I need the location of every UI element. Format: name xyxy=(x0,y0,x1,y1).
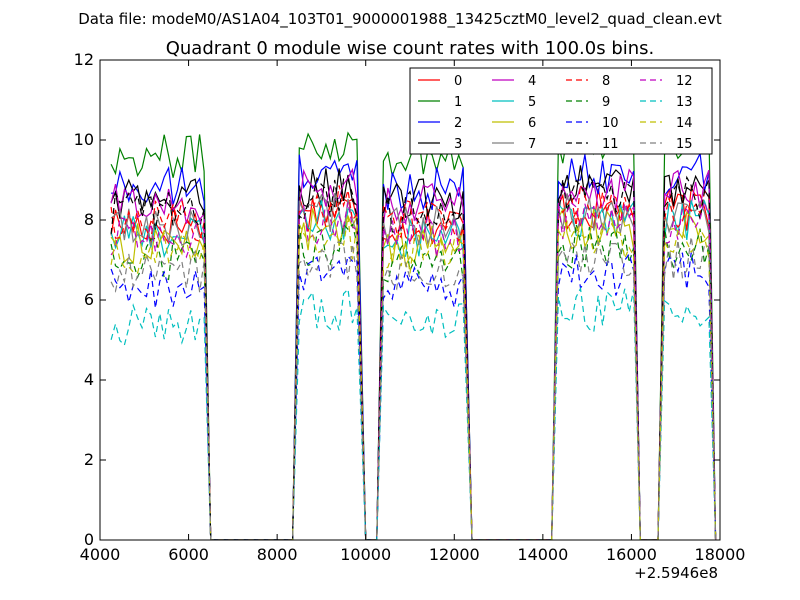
series-line-9 xyxy=(110,223,717,540)
legend-label-8: 8 xyxy=(602,74,610,89)
series-line-13 xyxy=(110,286,717,540)
legend-label-2: 2 xyxy=(454,116,462,131)
series-line-8 xyxy=(110,184,717,540)
legend-label-9: 9 xyxy=(602,95,610,110)
x-tick-label: 8000 xyxy=(257,545,298,564)
legend-label-15: 15 xyxy=(676,137,693,152)
series-line-12 xyxy=(110,199,717,540)
legend-label-10: 10 xyxy=(602,116,619,131)
legend-label-0: 0 xyxy=(454,74,462,89)
series-line-7 xyxy=(110,193,717,540)
x-tick-label: 16000 xyxy=(606,545,657,564)
y-tick-label: 0 xyxy=(84,530,94,549)
series-line-2 xyxy=(111,151,717,540)
series-line-15 xyxy=(110,236,717,540)
x-tick-label: 6000 xyxy=(168,545,209,564)
legend-label-14: 14 xyxy=(676,116,693,131)
legend-label-1: 1 xyxy=(454,95,462,110)
legend-label-6: 6 xyxy=(528,116,536,131)
chart-suptitle: Data file: modeM0/AS1A04_103T01_90000019… xyxy=(78,10,722,29)
x-tick-label: 4000 xyxy=(80,545,121,564)
legend-box xyxy=(409,67,713,155)
plot-area: 4000 6000 8000 10000 12000 14000 16000 18000 0 2 4… xyxy=(74,50,746,564)
x-tick-label: 14000 xyxy=(517,545,568,564)
legend-label-11: 11 xyxy=(602,137,619,152)
series-line-11 xyxy=(110,174,717,540)
chart-title: Quadrant 0 module wise count rates with … xyxy=(166,38,655,59)
y-tick-label: 6 xyxy=(84,290,94,309)
series-line-6 xyxy=(110,207,717,540)
legend-label-13: 13 xyxy=(676,95,693,110)
x-tick-label: 10000 xyxy=(340,545,391,564)
y-tick-label: 8 xyxy=(84,210,94,229)
legend-label-5: 5 xyxy=(528,95,536,110)
y-tick-label: 10 xyxy=(74,130,94,149)
series-line-14 xyxy=(110,216,717,540)
y-tick-label: 4 xyxy=(84,370,94,389)
legend-label-7: 7 xyxy=(528,137,536,152)
series-line-3 xyxy=(110,165,717,540)
legend-label-12: 12 xyxy=(676,74,693,89)
x-tick-label: 18000 xyxy=(695,545,746,564)
x-tick-label: 12000 xyxy=(429,545,480,564)
legend-label-4: 4 xyxy=(528,74,536,89)
series-line-10 xyxy=(110,252,717,540)
x-offset-label: +2.5946e8 xyxy=(634,564,718,582)
y-tick-label: 12 xyxy=(74,50,94,69)
y-tick-label: 2 xyxy=(84,450,94,469)
legend-label-3: 3 xyxy=(454,137,462,152)
series-lines xyxy=(110,126,717,540)
